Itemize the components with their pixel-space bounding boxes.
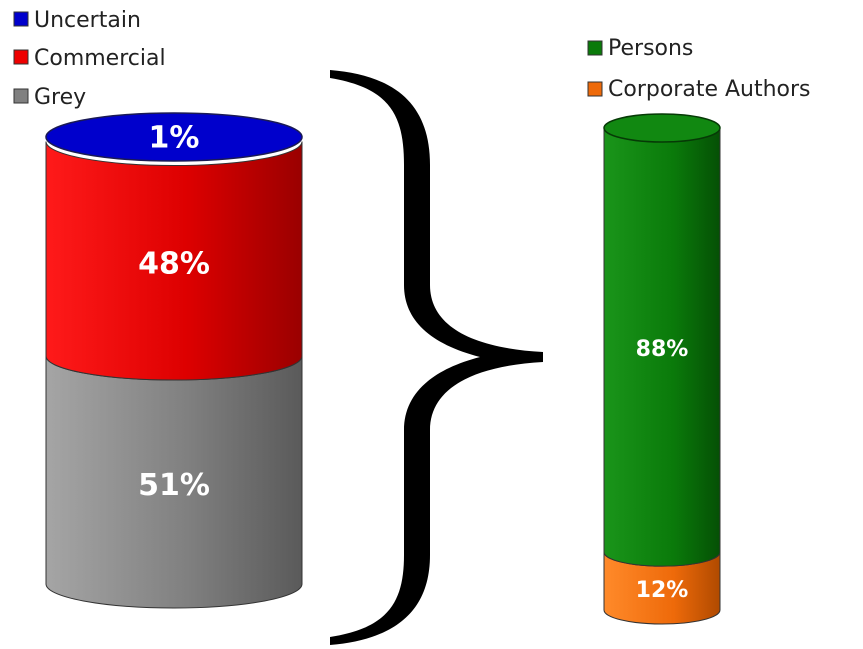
legend-swatch-corporate-authors [587,81,603,97]
legend-item-uncertain: Uncertain [13,8,141,33]
segment-persons-top [603,113,721,143]
label-corporate-authors: 12% [636,578,689,603]
cylinder-right: 88% 12% [603,113,721,625]
label-uncertain: 1% [149,121,200,156]
label-persons: 88% [636,337,689,362]
legend-item-commercial: Commercial [13,46,166,71]
segment-commercial [45,141,303,381]
label-grey: 51% [138,468,210,503]
legend-item-corporate-authors: Corporate Authors [587,77,811,102]
legend-label-corporate-authors: Corporate Authors [608,77,811,102]
legend-swatch-commercial [13,49,29,65]
legend-item-grey: Grey [13,85,86,110]
legend-label-persons: Persons [608,36,693,61]
legend-label-uncertain: Uncertain [34,8,141,33]
brace-connector [330,70,543,645]
legend-label-commercial: Commercial [34,46,166,71]
legend-left: Uncertain Commercial Grey [13,8,166,110]
segment-uncertain-top [45,112,303,162]
legend-swatch-uncertain [13,11,29,27]
legend-swatch-persons [587,40,603,56]
legend-item-persons: Persons [587,36,693,61]
cylinder-left: 1% 48% 51% [45,112,303,609]
label-commercial: 48% [138,247,210,282]
legend-right: Persons Corporate Authors [587,36,811,102]
legend-label-grey: Grey [34,85,86,110]
legend-swatch-grey [13,88,29,104]
